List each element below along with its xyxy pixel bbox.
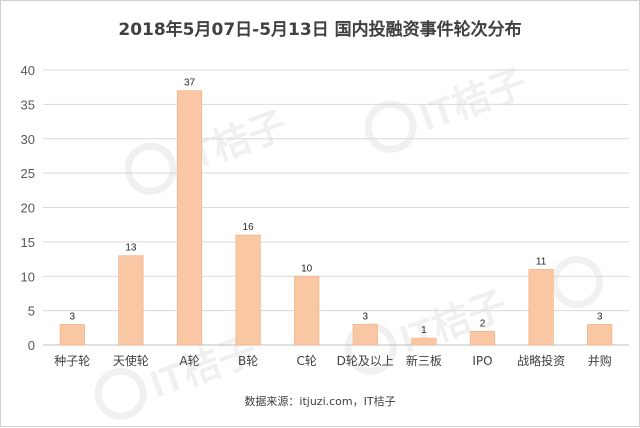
x-tick-label: D轮及以上 (337, 354, 394, 368)
y-tick-label: 0 (28, 338, 35, 353)
bar-value-label: 2 (480, 318, 486, 329)
y-tick-label: 10 (21, 269, 35, 284)
data-source-note: 数据来源：itjuzi.com，IT桔子 (244, 395, 396, 408)
y-tick-label: 25 (21, 166, 35, 181)
bar-value-label: 16 (243, 222, 255, 233)
y-tick-label: 20 (21, 201, 35, 216)
x-tick-label: 天使轮 (113, 353, 149, 368)
x-tick-label: IPO (472, 354, 492, 368)
x-tick-label: 并购 (588, 353, 612, 368)
bar (294, 275, 320, 346)
y-tick-label: 40 (21, 63, 35, 78)
y-tick-label: 5 (28, 304, 35, 319)
bar-value-label: 11 (536, 256, 547, 267)
bar (587, 324, 613, 346)
bar-value-label: 13 (125, 243, 137, 254)
bar (118, 255, 144, 346)
bar-value-label: 3 (70, 311, 76, 322)
x-tick-label: 战略投资 (517, 353, 565, 368)
bar-value-label: 1 (421, 325, 427, 336)
x-tick-label: 新三板 (406, 353, 442, 368)
y-tick-label: 30 (21, 132, 35, 147)
bar-value-label: 37 (184, 78, 196, 89)
x-tick-label: 种子轮 (54, 354, 90, 368)
bar (411, 337, 437, 346)
bar-value-label: 3 (363, 311, 369, 322)
y-tick-label: 35 (21, 97, 35, 112)
bar (352, 324, 378, 346)
y-tick-label: 15 (21, 235, 35, 250)
bar (59, 324, 85, 346)
bar-value-label: 3 (597, 311, 603, 322)
bar (176, 90, 203, 346)
bar-value-label: 10 (301, 263, 313, 274)
chart-title: 2018年5月07日-5月13日 国内投融资事件轮次分布 (118, 20, 522, 40)
x-tick-label: C轮 (297, 354, 317, 368)
x-tick-label: B轮 (238, 354, 258, 368)
bar (235, 234, 261, 346)
x-tick-label: A轮 (179, 354, 199, 368)
bar (469, 330, 496, 346)
bar (528, 269, 554, 346)
